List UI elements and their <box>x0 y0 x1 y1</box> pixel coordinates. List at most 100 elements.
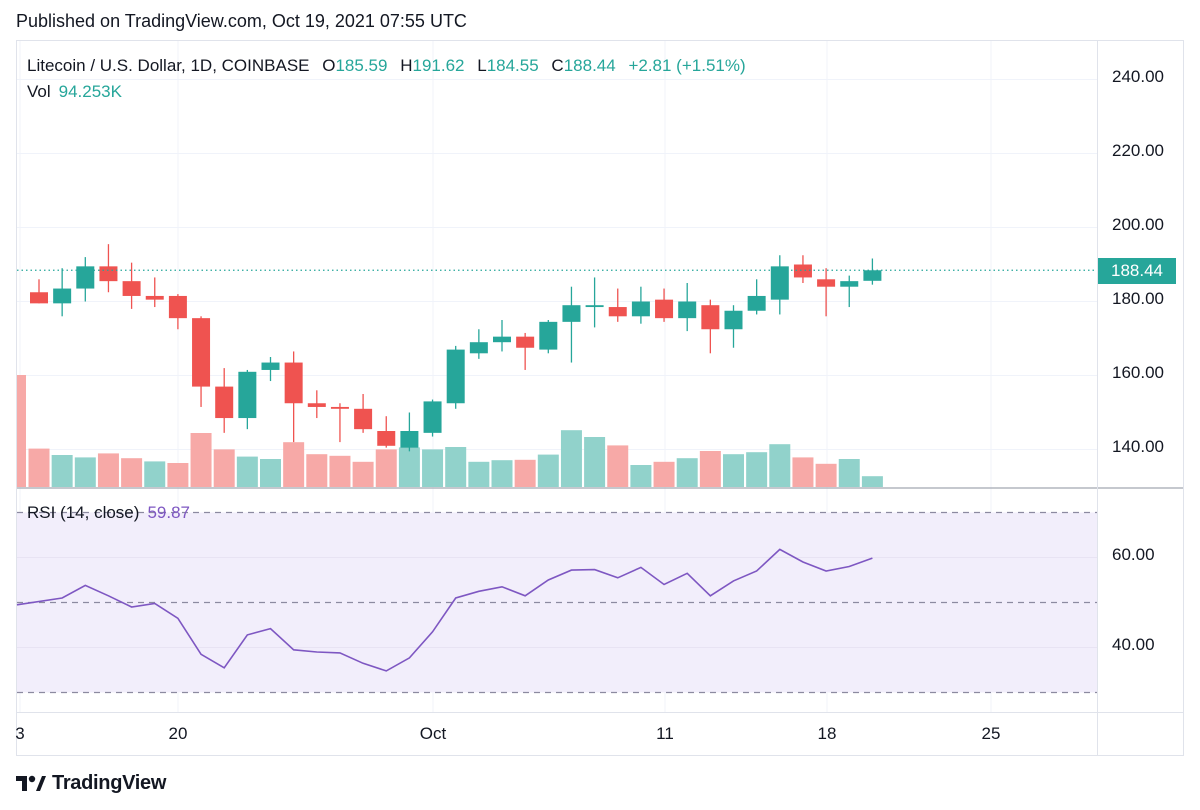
volume-bar-34 <box>815 463 837 487</box>
candle-body-29 <box>701 305 720 330</box>
candle-body-15 <box>377 431 396 446</box>
candle-11 <box>284 351 303 443</box>
volume-bar-26 <box>630 465 652 487</box>
candlesticks <box>17 244 1097 452</box>
rsi-label: RSI (14, close) <box>27 503 140 522</box>
candle-body-20 <box>493 336 511 343</box>
candle-27 <box>655 288 674 322</box>
candle-13 <box>330 403 349 443</box>
volume-bar-31 <box>746 452 768 487</box>
pane-separators <box>17 41 1183 755</box>
candle-body-30 <box>724 310 743 330</box>
tradingview-logo-icon <box>16 775 46 791</box>
candle-body-10 <box>261 362 280 370</box>
tradingview-logo[interactable]: TradingView <box>16 770 166 796</box>
volume-bar-5 <box>144 461 166 487</box>
volume-bar-24 <box>584 437 606 487</box>
candle-body-21 <box>516 336 535 348</box>
time-tick-11: 11 <box>656 724 674 743</box>
volume-bar-13 <box>329 455 351 487</box>
change-value: +2.81 (+1.51%) <box>628 56 746 75</box>
tradingview-logo-text: TradingView <box>52 771 167 794</box>
candle-29 <box>701 299 720 354</box>
high-value: 191.62 <box>412 56 465 75</box>
candle-19 <box>469 329 488 359</box>
candle-body-26 <box>631 301 650 317</box>
candle-6 <box>168 294 187 330</box>
candle-25 <box>608 288 627 322</box>
time-tick-25: 25 <box>981 724 1001 743</box>
candle-36 <box>863 258 882 285</box>
candle-3 <box>99 244 118 293</box>
candle-body-0 <box>30 292 48 304</box>
time-tick-3: 3 <box>15 724 25 743</box>
published-header: Published on TradingView.com, Oct 19, 20… <box>16 11 467 31</box>
volume-bar-9 <box>236 456 258 487</box>
candle-26 <box>631 286 650 324</box>
volume-bar-7 <box>190 433 212 487</box>
candle-14 <box>354 394 373 433</box>
high-label: H <box>400 56 413 75</box>
volume-bar-11 <box>283 442 305 487</box>
volume-bar-30 <box>723 454 744 487</box>
candle-22 <box>539 320 558 354</box>
candle-32 <box>770 255 789 315</box>
volume-bar-0 <box>28 448 50 487</box>
volume-bar-36 <box>861 476 883 487</box>
candle-34 <box>817 268 836 317</box>
rsi-line <box>16 548 873 672</box>
candle-body-17 <box>423 401 442 433</box>
volume-bar-1 <box>51 455 73 487</box>
volume-bar-15 <box>375 449 397 487</box>
symbol-legend[interactable]: Litecoin / U.S. Dollar, 1D, COINBASE O18… <box>27 56 746 76</box>
price-tick-160: 160.00 <box>1112 363 1164 382</box>
candle-body-36 <box>863 270 882 281</box>
open-value: 185.59 <box>335 56 388 75</box>
candle-2 <box>76 257 95 302</box>
chart-frame <box>16 40 1184 756</box>
price-tick-220: 220.00 <box>1112 141 1164 160</box>
candle-15 <box>377 416 396 448</box>
candle-body-25 <box>608 307 627 317</box>
volume-bar-8 <box>213 449 235 487</box>
candle-body-16 <box>400 431 419 448</box>
rsi-tick-60: 60.00 <box>1112 545 1155 564</box>
volume-bar-10 <box>260 459 281 487</box>
price-tick-240: 240.00 <box>1112 67 1164 86</box>
candle-body-35 <box>840 281 859 287</box>
volume-label: Vol <box>27 82 51 101</box>
candle-8 <box>215 368 234 433</box>
candle-7 <box>192 316 211 407</box>
candle-33 <box>793 255 812 283</box>
last-price-badge: 188.44 <box>1098 258 1176 284</box>
low-value: 184.55 <box>486 56 539 75</box>
volume-bar-6 <box>167 463 189 487</box>
time-tick-18: 18 <box>817 724 837 743</box>
candle-body-14 <box>354 408 373 430</box>
candle-body-13 <box>330 406 349 409</box>
price-tick-140: 140.00 <box>1112 437 1164 456</box>
candle-35 <box>840 275 859 308</box>
volume-bar-12 <box>306 454 328 487</box>
candle-9 <box>238 369 257 430</box>
rsi-legend[interactable]: RSI (14, close) 59.87 <box>27 503 190 523</box>
candle-body-3 <box>99 266 118 282</box>
candle-18 <box>446 345 465 409</box>
candle-30 <box>724 305 743 348</box>
candle-body-7 <box>192 318 211 387</box>
rsi-pane <box>16 511 1097 694</box>
volume-bar-35 <box>838 459 860 487</box>
volume-bar-partial <box>17 375 26 487</box>
volume-bar-17 <box>422 449 444 487</box>
volume-bar-32 <box>769 444 791 487</box>
close-value: 188.44 <box>563 56 616 75</box>
candle-body-19 <box>469 342 488 354</box>
candle-body-1 <box>53 288 72 304</box>
volume-bar-29 <box>699 451 721 487</box>
candle-body-32 <box>770 266 789 300</box>
volume-legend[interactable]: Vol 94.253K <box>27 82 122 102</box>
volume-bar-21 <box>514 459 536 487</box>
volume-bar-18 <box>445 447 467 487</box>
volume-bar-23 <box>560 430 582 487</box>
